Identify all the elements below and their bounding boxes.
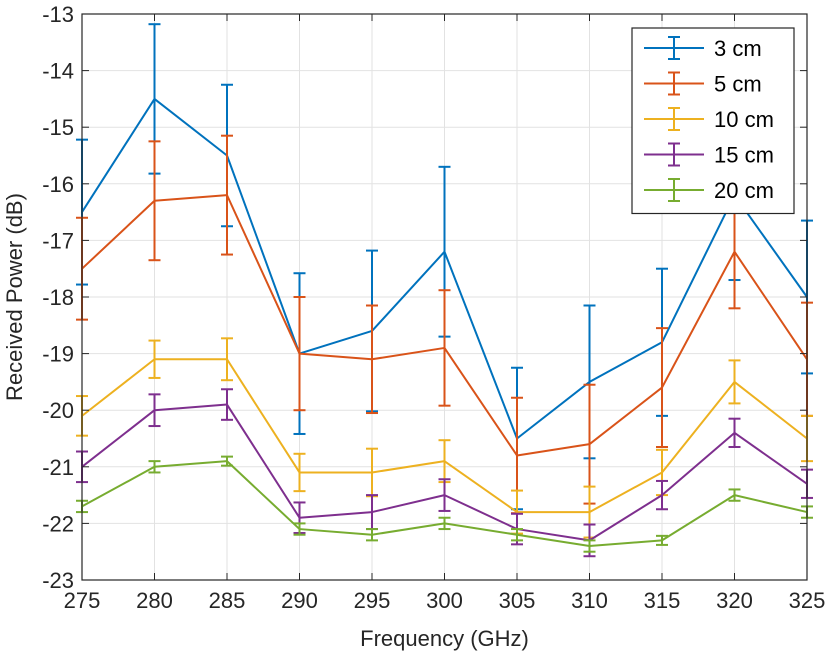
error-bar [366,528,378,542]
x-tick-label: 315 [644,588,681,613]
error-bar [728,359,741,405]
error-bar [656,534,668,546]
y-tick-label: -13 [42,2,74,27]
y-axis-label: Received Power (dB) [2,193,27,401]
legend-label: 20 cm [714,178,774,203]
error-bar [438,478,451,512]
error-bar [148,393,161,428]
legend-item: 10 cm [644,107,774,132]
tick-labels: 275 280 285 290 295 300 305 310 315 320 325 -13 -14 -… [42,2,825,613]
y-tick-label: -23 [42,568,74,593]
error-bar [293,452,306,493]
error-bar [221,388,233,421]
series-20-cm [76,455,813,553]
error-bar [221,455,233,467]
x-tick-label: 305 [499,588,536,613]
y-tick-label: -15 [42,115,74,140]
error-bar [728,488,741,502]
x-tick-label: 300 [426,588,463,613]
y-tick-label: -22 [42,511,74,536]
x-tick-label: 285 [209,588,246,613]
error-bar [583,539,596,553]
y-tick-label: -17 [42,228,74,253]
y-tick-label: -18 [42,285,74,310]
error-bar [293,296,306,412]
x-axis-label: Frequency (GHz) [360,626,529,651]
x-tick-label: 320 [716,588,753,613]
error-bar [656,327,668,448]
x-tick-label: 290 [281,588,318,613]
y-tick-label: -21 [42,455,74,480]
x-tick-label: 310 [571,588,608,613]
x-tick-label: 275 [64,588,101,613]
legend-label: 5 cm [714,72,762,97]
error-bar [438,516,451,531]
x-tick-label: 280 [136,588,173,613]
error-bar [438,289,451,407]
y-tick-label: -19 [42,342,74,367]
error-bar [148,140,161,262]
error-bar [511,528,523,542]
legend-label: 3 cm [714,36,762,61]
legend-item: 5 cm [644,71,762,97]
error-bar [221,134,233,256]
y-tick-label: -16 [42,172,74,197]
x-tick-label: 325 [789,588,826,613]
ticks [81,13,808,581]
error-bar [293,522,306,536]
legend-item: 20 cm [644,178,774,203]
error-bar [221,337,233,382]
error-bar [148,460,161,474]
legend: 3 cm 5 cm 10 cm 15 cm 20 cm [631,27,795,215]
error-bar [366,304,378,415]
legend-label: 10 cm [714,107,774,132]
legend-item: 15 cm [644,142,774,168]
legend-box [631,27,795,215]
y-tick-label: -20 [42,398,74,423]
y-tick-label: -14 [42,59,74,84]
legend-item: 3 cm [644,36,762,61]
x-tick-label: 295 [354,588,391,613]
error-bar [656,479,668,511]
legend-label: 15 cm [714,143,774,168]
error-bar [148,339,161,379]
error-bar [728,417,741,448]
